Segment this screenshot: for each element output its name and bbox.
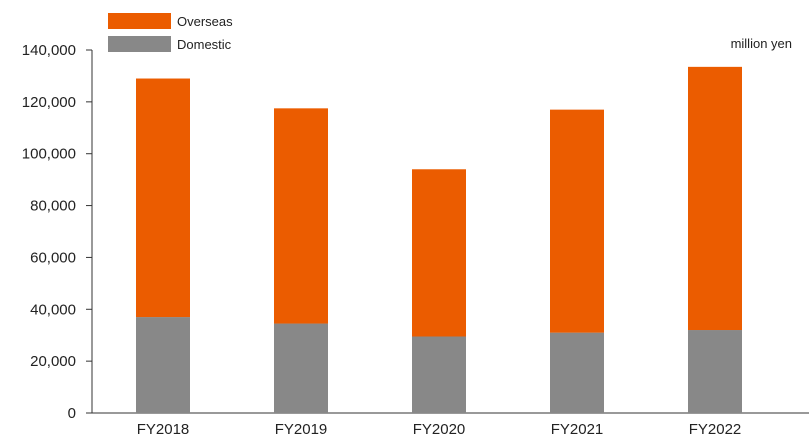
x-category-label: FY2018: [137, 421, 190, 437]
bar-overseas-fy2021: [550, 109, 604, 333]
legend: Overseas Domestic: [108, 13, 233, 52]
bars: [136, 66, 742, 413]
axes: 0 20,000 40,000 60,000 80,000 100,000 120,000 1…: [22, 42, 809, 422]
bar-overseas-fy2018: [136, 78, 190, 318]
x-category-label: FY2022: [689, 421, 742, 437]
unit-label: million yen: [731, 36, 792, 51]
bar-domestic-fy2019: [274, 323, 328, 413]
bar-overseas-fy2019: [274, 108, 328, 324]
y-tick-label: 60,000: [30, 249, 76, 266]
legend-label-domestic: Domestic: [177, 37, 232, 52]
bar-domestic-fy2021: [550, 332, 604, 413]
x-category-label: FY2020: [413, 421, 466, 437]
y-tick-label: 40,000: [30, 301, 76, 318]
bar-domestic-fy2020: [412, 336, 466, 413]
y-tick-label: 100,000: [22, 146, 76, 163]
y-tick-label: 120,000: [22, 94, 76, 111]
bar-overseas-fy2020: [412, 169, 466, 337]
y-tick-label: 80,000: [30, 198, 76, 215]
x-axis-labels: FY2018 FY2019 FY2020 FY2021 FY2022: [137, 421, 742, 437]
bar-overseas-fy2022: [688, 66, 742, 331]
y-tick-label: 0: [68, 405, 76, 422]
x-category-label: FY2019: [275, 421, 328, 437]
x-category-label: FY2021: [551, 421, 604, 437]
legend-swatch-overseas: [108, 13, 171, 29]
bar-domestic-fy2022: [688, 330, 742, 413]
bar-domestic-fy2018: [136, 317, 190, 413]
y-tick-label: 140,000: [22, 42, 76, 59]
legend-label-overseas: Overseas: [177, 14, 233, 29]
legend-swatch-domestic: [108, 36, 171, 52]
y-tick-label: 20,000: [30, 353, 76, 370]
